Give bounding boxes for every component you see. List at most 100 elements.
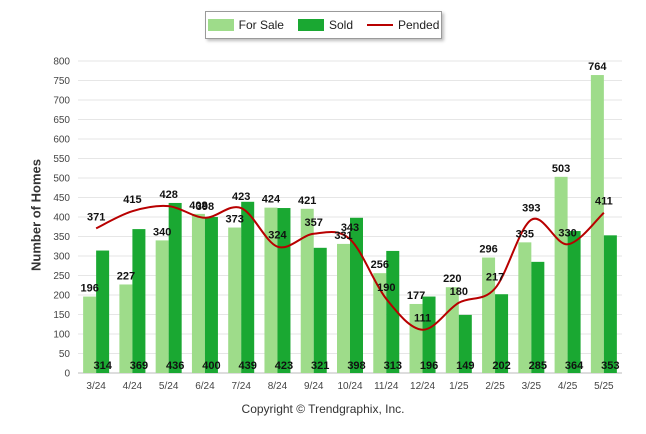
bar-for-sale bbox=[590, 75, 604, 373]
data-label-for-sale: 196 bbox=[80, 283, 98, 295]
legend-item-for-sale: For Sale bbox=[207, 18, 284, 32]
x-tick-label: 5/24 bbox=[159, 381, 179, 392]
y-tick-label: 750 bbox=[53, 76, 70, 87]
data-label-pended: 371 bbox=[87, 211, 105, 223]
bar-for-sale bbox=[554, 176, 568, 373]
x-tick-label: 2/25 bbox=[485, 381, 505, 392]
bar-sold bbox=[204, 217, 218, 373]
bar-sold bbox=[531, 261, 545, 373]
data-label-pended: 111 bbox=[414, 313, 431, 325]
bar-sold bbox=[422, 296, 436, 373]
bar-sold bbox=[495, 294, 509, 373]
bar-sold bbox=[277, 208, 291, 373]
bar-sold bbox=[603, 235, 617, 373]
data-label-pended: 357 bbox=[305, 217, 323, 229]
bar-for-sale bbox=[518, 242, 532, 373]
data-label-pended: 330 bbox=[558, 227, 576, 239]
data-label-pended: 180 bbox=[450, 286, 468, 298]
legend-item-pended: Pended bbox=[367, 18, 439, 32]
data-label-sold: 369 bbox=[130, 360, 148, 372]
data-label-for-sale: 177 bbox=[407, 290, 425, 302]
data-label-pended: 428 bbox=[159, 189, 177, 201]
bar-sold bbox=[386, 250, 400, 373]
data-label-sold: 196 bbox=[420, 360, 438, 372]
data-label-pended: 398 bbox=[196, 201, 214, 213]
bar-for-sale bbox=[337, 243, 350, 373]
data-label-for-sale: 408 bbox=[189, 200, 207, 212]
chart-legend: For Sale Sold Pended bbox=[205, 11, 442, 39]
data-label-for-sale: 421 bbox=[298, 195, 316, 207]
bar-for-sale bbox=[300, 208, 314, 373]
y-tick-label: 400 bbox=[53, 213, 70, 224]
data-label-for-sale: 227 bbox=[117, 270, 135, 282]
data-label-pended: 217 bbox=[486, 271, 504, 283]
x-tick-label: 5/25 bbox=[594, 381, 614, 392]
data-label-for-sale: 373 bbox=[226, 214, 244, 226]
bar-sold bbox=[96, 250, 110, 373]
bar-for-sale bbox=[264, 207, 278, 373]
x-tick-label: 9/24 bbox=[304, 381, 324, 392]
y-tick-label: 500 bbox=[53, 174, 70, 185]
data-label-pended: 190 bbox=[377, 282, 395, 294]
x-tick-label: 12/24 bbox=[410, 381, 435, 392]
bar-for-sale bbox=[228, 227, 242, 373]
bar-for-sale bbox=[155, 240, 169, 373]
y-tick-label: 250 bbox=[53, 271, 70, 282]
bar-for-sale bbox=[83, 296, 97, 373]
bar-sold bbox=[350, 217, 363, 373]
bar-sold bbox=[458, 314, 472, 373]
data-label-sold: 202 bbox=[492, 360, 510, 372]
data-label-for-sale: 503 bbox=[552, 163, 570, 175]
data-label-pended: 423 bbox=[232, 191, 250, 203]
data-label-for-sale: 296 bbox=[479, 244, 497, 256]
bar-sold bbox=[313, 247, 327, 373]
bar-sold bbox=[168, 202, 182, 373]
y-tick-label: 550 bbox=[53, 154, 70, 165]
line-pended bbox=[95, 204, 605, 331]
y-tick-label: 300 bbox=[53, 252, 70, 263]
legend-label-for-sale: For Sale bbox=[238, 18, 284, 32]
x-tick-label: 11/24 bbox=[374, 381, 399, 392]
x-tick-label: 3/24 bbox=[86, 381, 106, 392]
bar-for-sale bbox=[373, 273, 387, 373]
x-tick-label: 8/24 bbox=[268, 381, 288, 392]
y-tick-label: 100 bbox=[53, 330, 70, 341]
data-label-pended: 324 bbox=[268, 230, 287, 242]
data-label-sold: 285 bbox=[529, 360, 547, 372]
data-label-pended: 411 bbox=[595, 196, 613, 208]
bar-sold bbox=[241, 201, 255, 373]
copyright-text: Copyright © Trendgraphix, Inc. bbox=[241, 402, 405, 416]
x-tick-label: 4/25 bbox=[558, 381, 578, 392]
data-label-sold: 353 bbox=[601, 360, 619, 372]
bar-for-sale bbox=[119, 284, 133, 373]
y-tick-label: 0 bbox=[64, 369, 70, 380]
y-tick-label: 350 bbox=[53, 232, 70, 243]
data-label-sold: 321 bbox=[311, 360, 329, 372]
y-tick-label: 650 bbox=[53, 115, 70, 126]
legend-swatch-for-sale bbox=[207, 19, 234, 31]
x-tick-label: 1/25 bbox=[449, 381, 469, 392]
data-label-pended: 415 bbox=[123, 194, 141, 206]
data-label-sold: 364 bbox=[565, 360, 584, 372]
x-tick-label: 7/24 bbox=[231, 381, 251, 392]
data-label-for-sale: 220 bbox=[443, 273, 461, 285]
bar-for-sale bbox=[191, 213, 205, 373]
data-label-sold: 314 bbox=[93, 360, 112, 372]
data-label-for-sale: 424 bbox=[262, 194, 281, 206]
data-label-sold: 436 bbox=[166, 360, 184, 372]
legend-label-pended: Pended bbox=[398, 18, 440, 32]
y-tick-label: 200 bbox=[53, 291, 70, 302]
x-tick-label: 4/24 bbox=[123, 381, 143, 392]
legend-label-sold: Sold bbox=[328, 18, 353, 32]
data-label-for-sale: 331 bbox=[334, 230, 352, 242]
data-label-sold: 423 bbox=[275, 360, 293, 372]
bar-sold bbox=[567, 231, 581, 373]
data-label-for-sale: 764 bbox=[588, 61, 607, 73]
legend-item-sold: Sold bbox=[297, 18, 353, 32]
x-tick-label: 10/24 bbox=[337, 381, 362, 392]
data-label-sold: 439 bbox=[239, 360, 257, 372]
data-label-sold: 400 bbox=[202, 360, 220, 372]
data-label-for-sale: 256 bbox=[371, 259, 389, 271]
bar-for-sale bbox=[482, 257, 496, 373]
